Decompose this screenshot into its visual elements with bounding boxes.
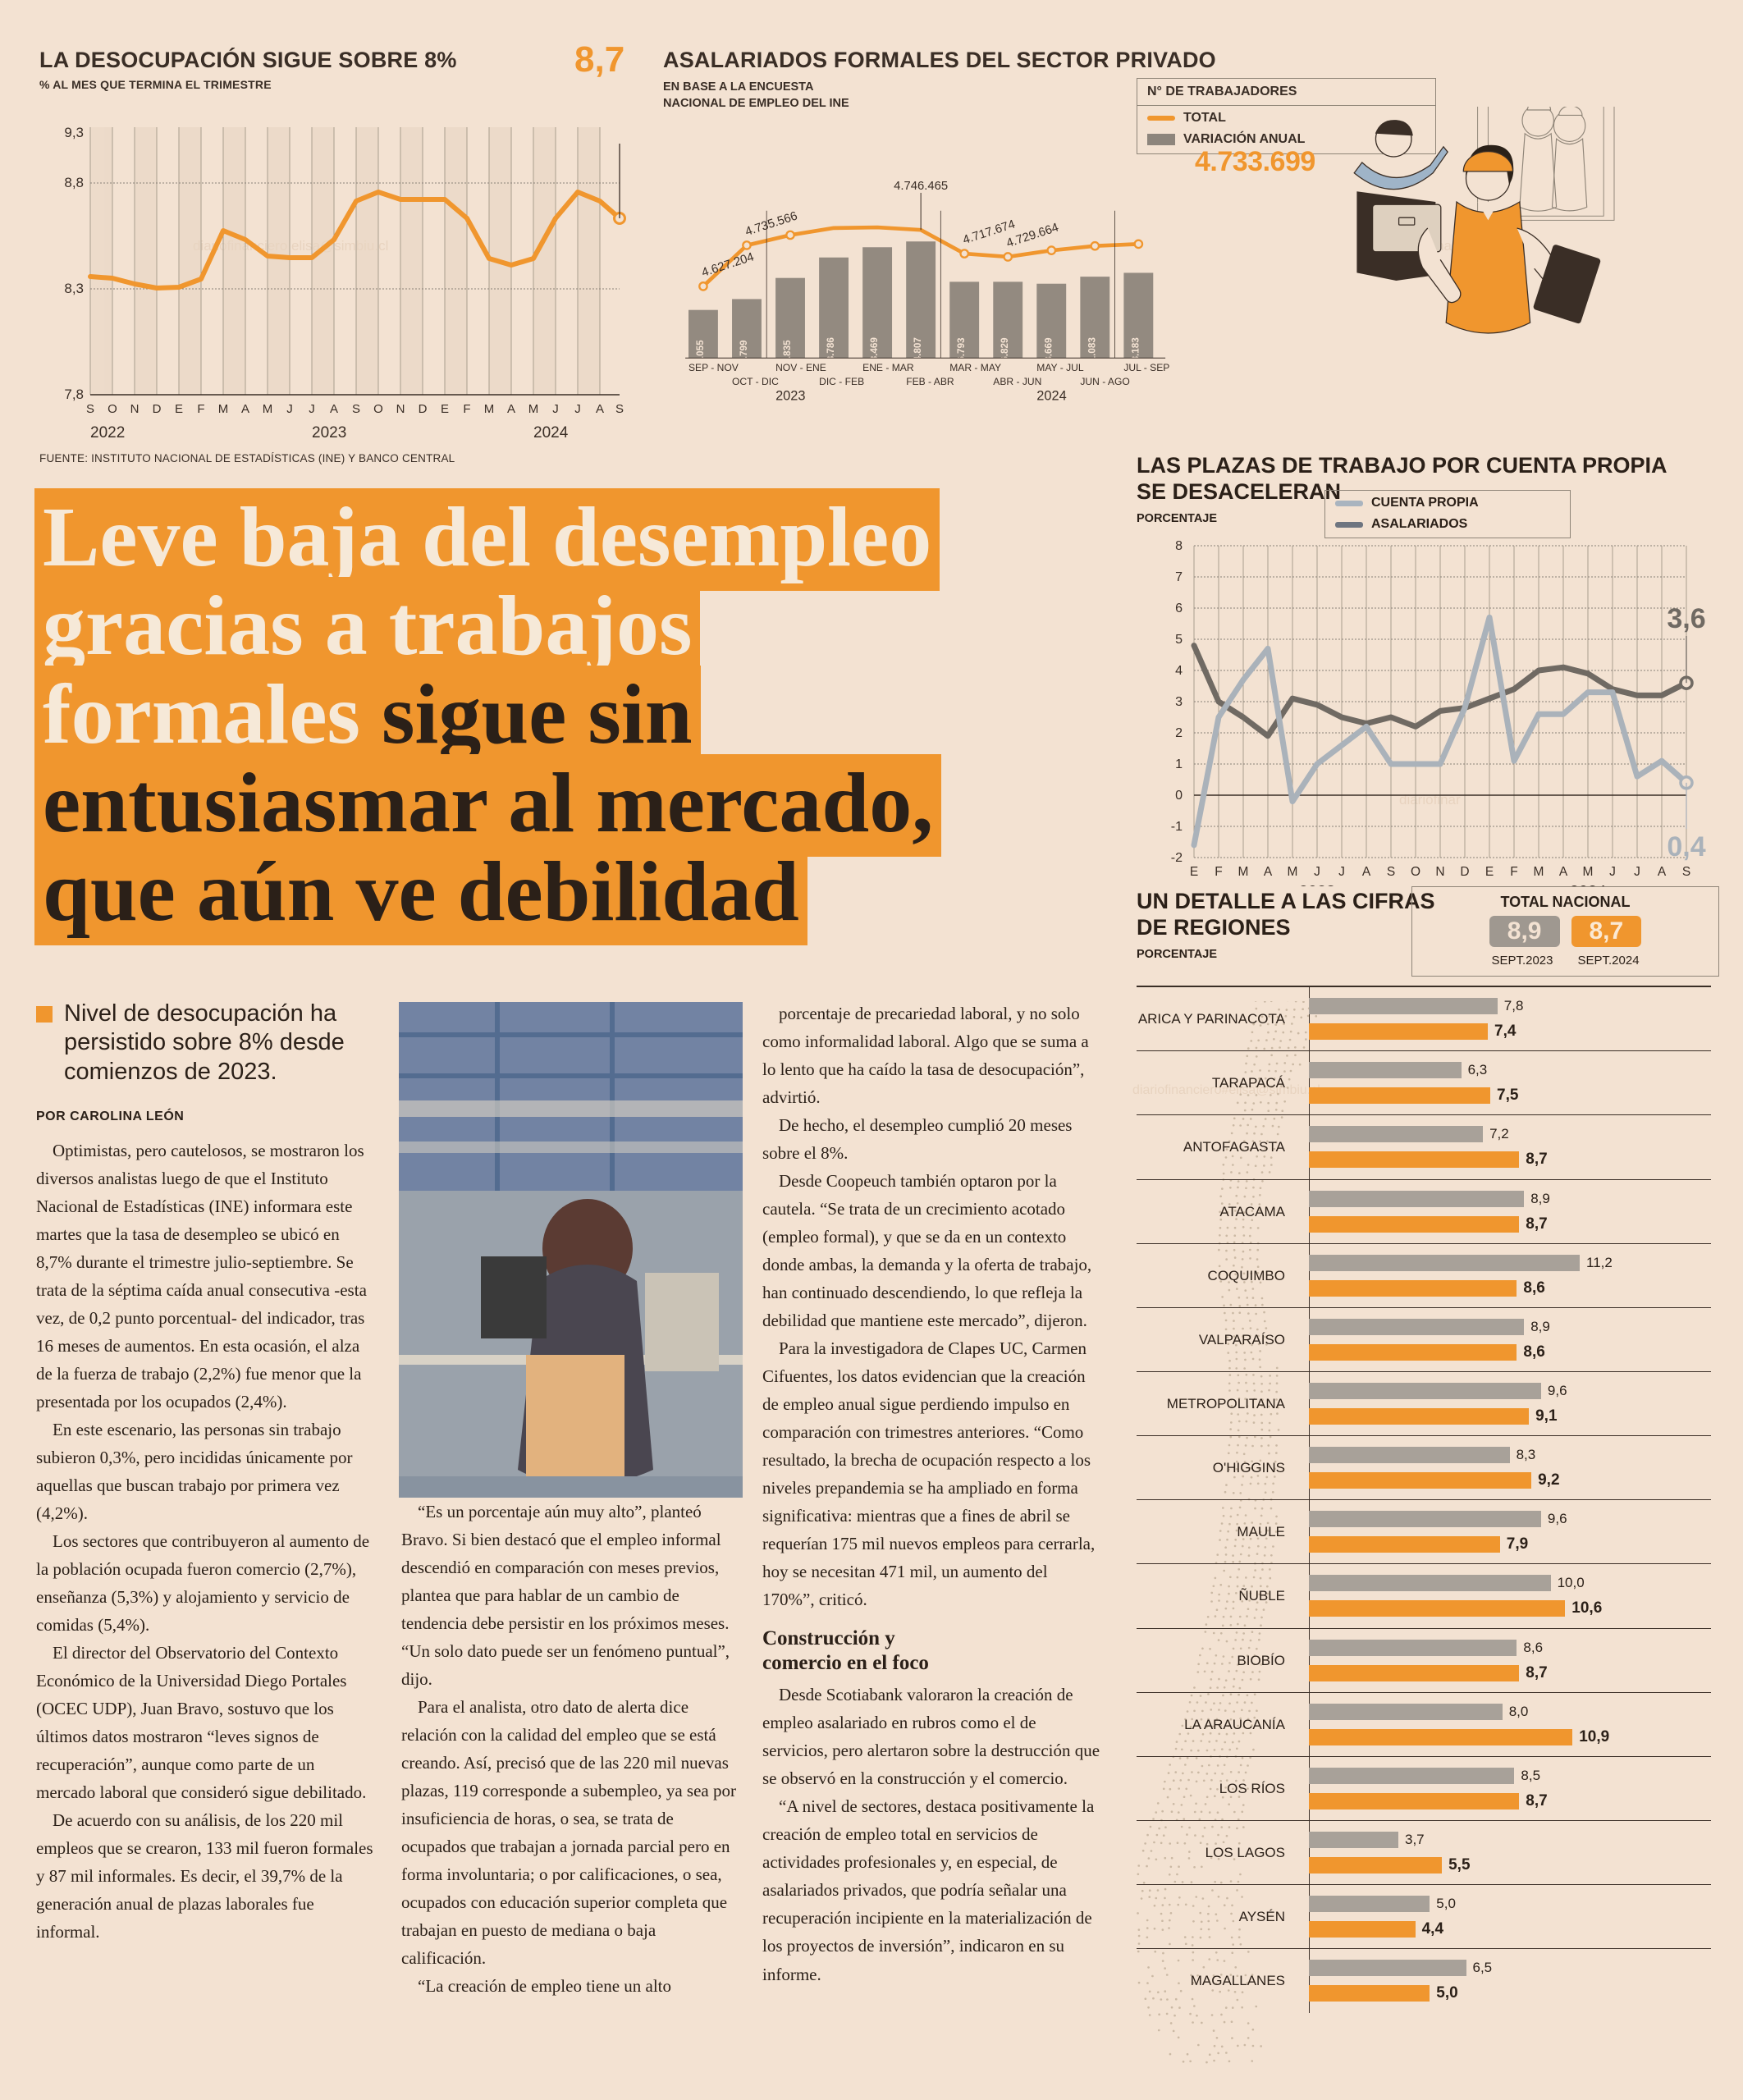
- svg-text:A: A: [330, 402, 338, 416]
- svg-text:A: A: [241, 402, 249, 416]
- svg-text:J: J: [1314, 865, 1320, 879]
- svg-text:J: J: [1634, 865, 1640, 879]
- svg-text:SEP - NOV: SEP - NOV: [689, 362, 739, 373]
- svg-text:2: 2: [1175, 726, 1183, 740]
- svg-text:9,3: 9,3: [64, 127, 84, 140]
- svg-text:J: J: [286, 402, 293, 416]
- svg-text:S: S: [352, 402, 360, 416]
- svg-text:A: A: [596, 402, 604, 416]
- svg-text:-2: -2: [1171, 851, 1183, 865]
- svg-text:DIC - FEB: DIC - FEB: [819, 376, 864, 387]
- svg-text:M: M: [484, 402, 495, 416]
- svg-text:M: M: [1583, 865, 1594, 879]
- svg-text:J: J: [1609, 865, 1616, 879]
- svg-text:8,8: 8,8: [64, 175, 84, 190]
- svg-text:J: J: [309, 402, 315, 416]
- svg-text:6: 6: [1175, 602, 1183, 615]
- svg-text:E: E: [441, 402, 449, 416]
- svg-text:S: S: [1682, 865, 1690, 879]
- svg-text:MAR - MAY: MAR - MAY: [949, 362, 1001, 373]
- svg-text:ENE - MAR: ENE - MAR: [862, 362, 914, 373]
- svg-text:S: S: [1387, 865, 1395, 879]
- svg-text:O: O: [1411, 865, 1420, 879]
- svg-text:JUL - SEP: JUL - SEP: [1123, 362, 1169, 373]
- svg-text:121.083: 121.083: [1087, 337, 1097, 373]
- svg-text:0: 0: [1175, 789, 1183, 803]
- svg-text:O: O: [108, 402, 117, 416]
- svg-text:-1: -1: [1171, 820, 1183, 834]
- svg-text:3,6: 3,6: [1667, 603, 1705, 634]
- svg-text:M: M: [1534, 865, 1544, 879]
- svg-text:4.627.204: 4.627.204: [700, 250, 756, 280]
- svg-text:M: M: [528, 402, 539, 416]
- svg-text:8,3: 8,3: [64, 281, 84, 296]
- svg-text:M: M: [1238, 865, 1249, 879]
- svg-text:E: E: [175, 402, 183, 416]
- svg-text:2023: 2023: [1299, 883, 1336, 886]
- svg-text:M: M: [263, 402, 273, 416]
- svg-text:M: M: [1288, 865, 1298, 879]
- svg-text:M: M: [218, 402, 229, 416]
- svg-text:OCT - DIC: OCT - DIC: [732, 376, 779, 387]
- svg-text:F: F: [197, 402, 204, 416]
- svg-text:N: N: [1435, 865, 1444, 879]
- svg-text:0,4: 0,4: [1667, 831, 1705, 862]
- svg-text:ABR - JUN: ABR - JUN: [993, 376, 1041, 387]
- svg-text:7: 7: [1175, 570, 1183, 584]
- svg-text:2023: 2023: [775, 389, 805, 404]
- svg-text:F: F: [1215, 865, 1222, 879]
- svg-text:NOV - ENE: NOV - ENE: [775, 362, 826, 373]
- svg-text:E: E: [1485, 865, 1494, 879]
- svg-text:A: A: [1559, 865, 1568, 879]
- svg-text:4: 4: [1175, 664, 1183, 678]
- svg-text:E: E: [1190, 865, 1198, 879]
- svg-text:F: F: [463, 402, 470, 416]
- svg-text:2023: 2023: [312, 424, 346, 442]
- svg-text:143.786: 143.786: [826, 337, 836, 373]
- svg-text:5: 5: [1175, 633, 1183, 647]
- svg-text:FEB - ABR: FEB - ABR: [906, 376, 954, 387]
- svg-text:4.746.465: 4.746.465: [894, 180, 948, 193]
- svg-text:2024: 2024: [533, 424, 569, 442]
- svg-text:8: 8: [1175, 539, 1183, 553]
- svg-text:3: 3: [1175, 695, 1183, 709]
- svg-text:1: 1: [1175, 757, 1183, 771]
- svg-text:MAY - JUL: MAY - JUL: [1036, 362, 1084, 373]
- svg-text:A: A: [1658, 865, 1667, 879]
- svg-text:J: J: [1338, 865, 1345, 879]
- svg-text:73.799: 73.799: [739, 340, 749, 369]
- svg-text:J: J: [574, 402, 581, 416]
- svg-text:S: S: [86, 402, 94, 416]
- svg-text:A: A: [507, 402, 515, 416]
- svg-text:J: J: [552, 402, 559, 416]
- svg-text:184.807: 184.807: [913, 337, 923, 372]
- svg-text:D: D: [153, 402, 162, 416]
- svg-text:116.829: 116.829: [1000, 337, 1010, 372]
- svg-text:7,8: 7,8: [64, 387, 84, 402]
- svg-text:F: F: [1510, 865, 1517, 879]
- svg-text:N: N: [396, 402, 405, 416]
- svg-text:JUN - AGO: JUN - AGO: [1080, 376, 1129, 387]
- svg-text:N: N: [130, 402, 140, 416]
- svg-text:A: A: [1362, 865, 1371, 879]
- svg-text:2024: 2024: [1036, 389, 1066, 404]
- svg-text:D: D: [1460, 865, 1469, 879]
- svg-text:S: S: [615, 402, 624, 416]
- svg-text:O: O: [373, 402, 383, 416]
- svg-text:D: D: [419, 402, 428, 416]
- svg-text:2022: 2022: [90, 424, 125, 442]
- svg-text:A: A: [1264, 865, 1273, 879]
